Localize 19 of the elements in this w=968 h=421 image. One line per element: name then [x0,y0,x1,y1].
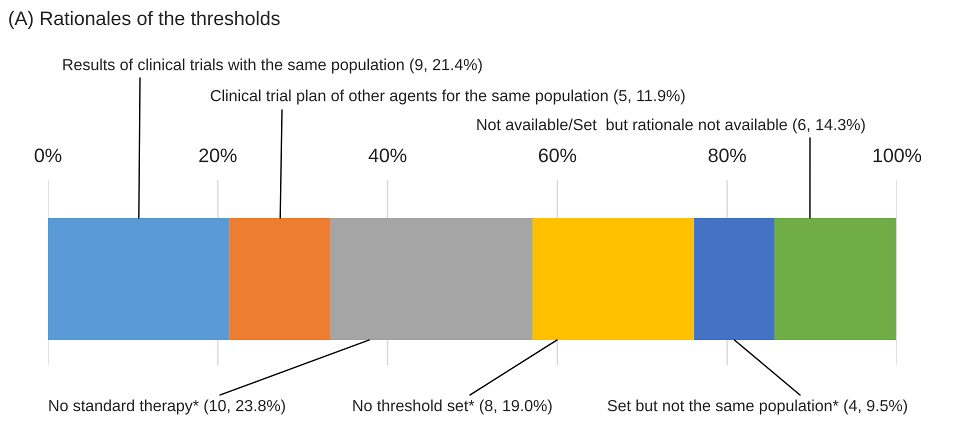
x-tick-label: 80% [708,148,746,162]
text: No threshold set* (8, 19.0%) [353,400,552,414]
text: Results of clinical trials with the same population (9, 21.4%) [63,58,482,74]
text: Clinical trial plan of other agents for the same population (5, 11.9%) [210,90,685,104]
x-tick-label: 0% [34,148,62,162]
text: Set but not the same population* (4, 9.5%) [608,400,908,414]
bar [774,218,896,340]
bar [330,218,533,340]
bar [230,218,331,340]
bar [48,218,230,340]
x-tick-label: 20% [199,148,237,162]
text: Not available/Set but rationale not available (6, 14.3%) [477,118,865,134]
text: No standard therapy* (10, 23.8%) [49,400,285,414]
bar [532,218,694,340]
x-tick-label: 60% [538,148,576,162]
x-tick-label: 100% [874,148,922,162]
chart-title: (A) Rationales of the thresholds [9,10,280,30]
x-tick-label: 40% [368,148,406,162]
bar [694,218,775,340]
